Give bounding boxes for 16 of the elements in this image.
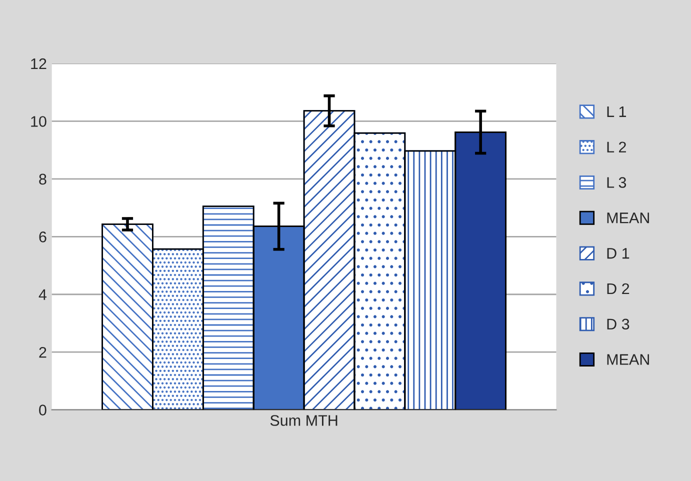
y-tick-label: 12 [31, 58, 46, 70]
legend-label: D 3 [607, 318, 630, 330]
legend-label: L 2 [607, 142, 626, 152]
legend-label: L 1 [607, 106, 626, 117]
legend-label: D 1 [607, 248, 630, 259]
legend-label: L 3 [607, 177, 626, 188]
y-tick-label: 0 [39, 404, 46, 416]
y-tick-label: 2 [39, 346, 46, 358]
y-tick-label: 8 [39, 174, 46, 185]
y-tick-label: 6 [39, 232, 46, 242]
legend-label: MEAN [607, 354, 649, 365]
x-tick-label: Sum MTH [270, 415, 338, 426]
legend-label: MEAN [607, 212, 649, 224]
y-tick-label: 4 [38, 289, 47, 300]
legend-label: D 2 [607, 283, 630, 294]
y-tick-label: 10 [31, 116, 46, 127]
